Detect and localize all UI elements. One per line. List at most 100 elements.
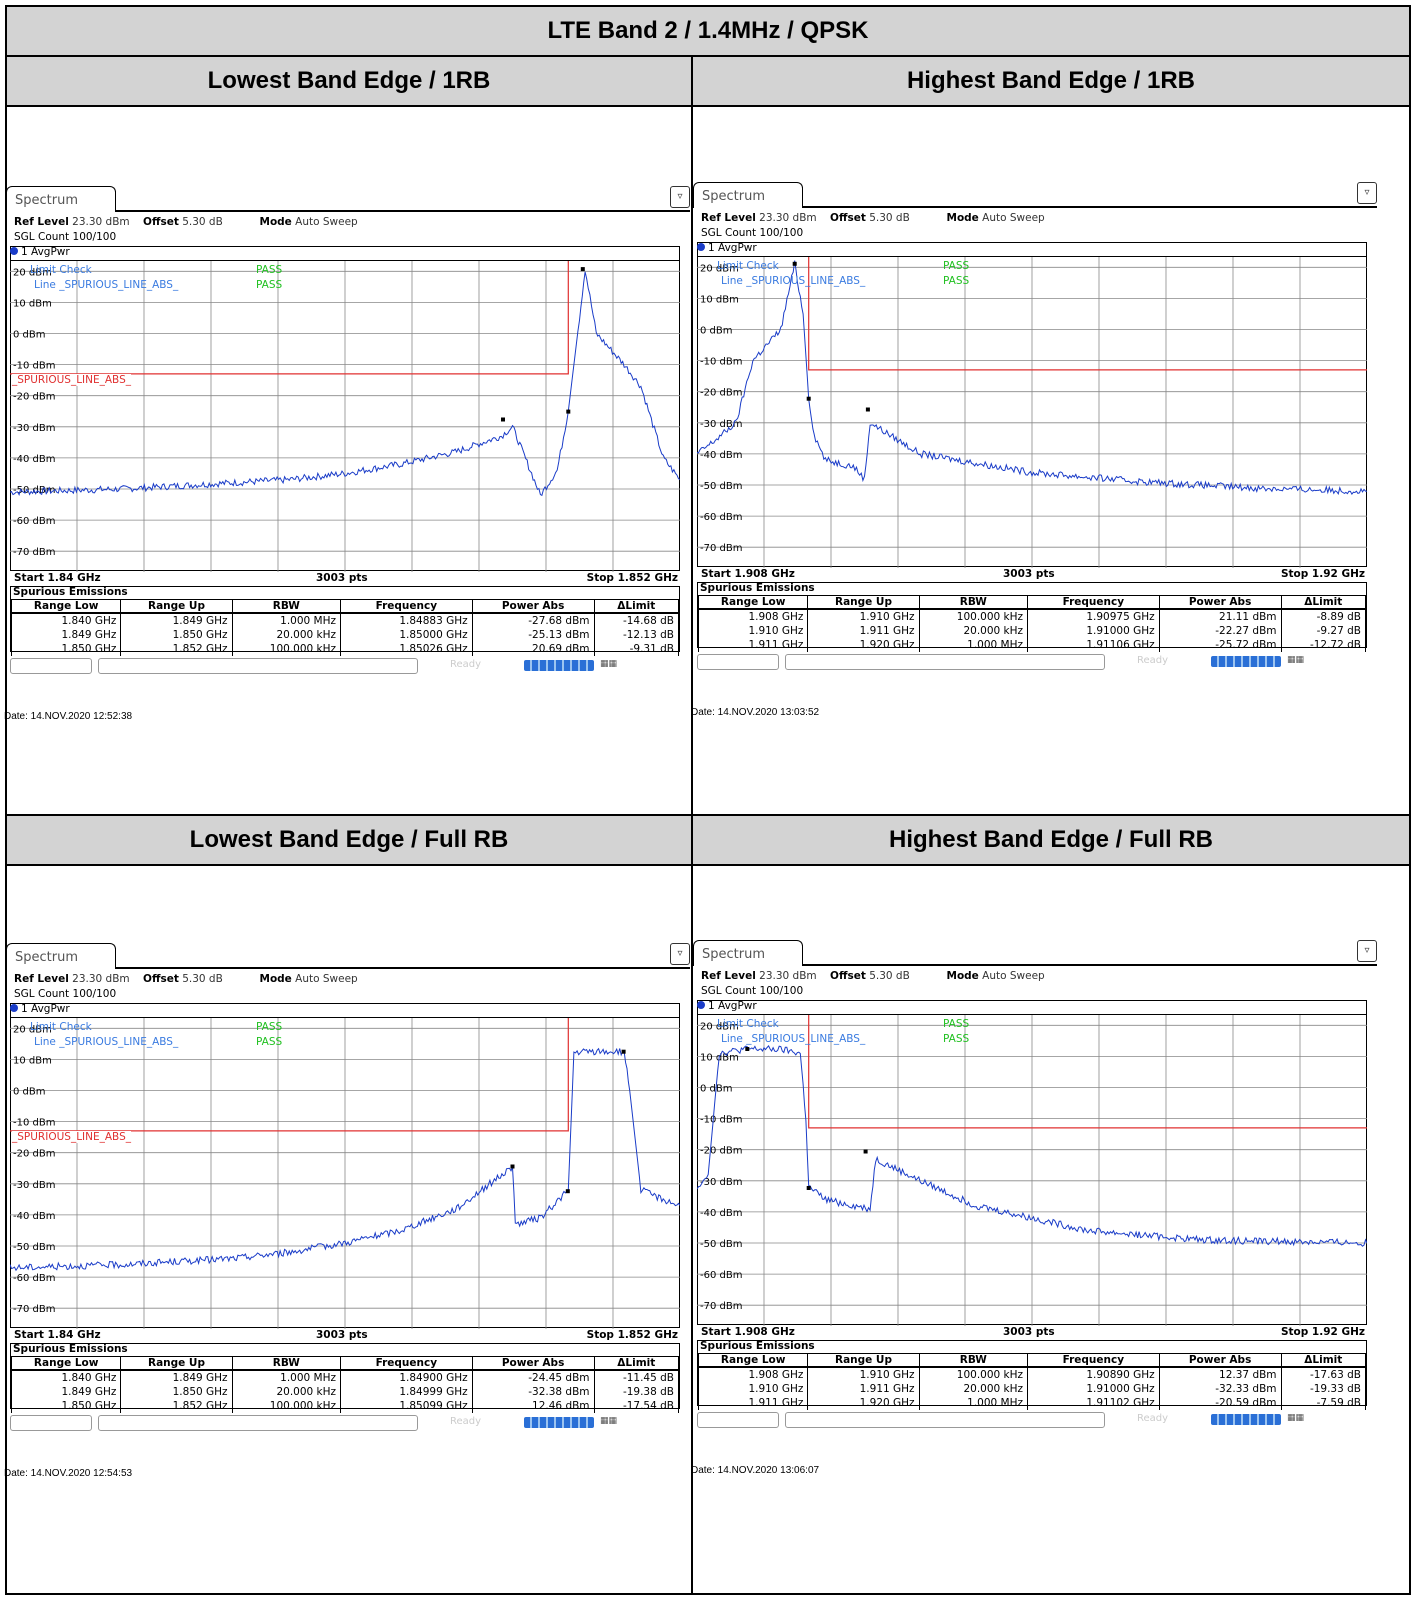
table-cell: 100.000 kHz xyxy=(231,642,342,656)
status-bar: Ready ▦▦ xyxy=(10,1413,680,1433)
status-bar: Ready ▦▦ xyxy=(10,656,680,676)
status-field-2[interactable] xyxy=(98,1415,418,1431)
trace-line xyxy=(697,260,1367,495)
peak-marker xyxy=(501,417,505,422)
instrument-icon: ▦▦ xyxy=(600,1416,618,1426)
tab-spectrum[interactable]: Spectrum xyxy=(6,186,116,212)
table-cell: 1.908 GHz xyxy=(697,609,809,624)
tab-spectrum[interactable]: Spectrum xyxy=(6,943,116,969)
menu-icon[interactable]: ▿ xyxy=(1357,182,1377,204)
limit-check-label: Limit Check xyxy=(717,260,779,272)
table-cell: 1.850 GHz xyxy=(10,1399,122,1413)
table-cell: 20.000 kHz xyxy=(231,1385,342,1399)
line-check-row: Line _SPURIOUS_LINE_ABS_ PASS xyxy=(34,1036,282,1048)
table-cell: 1.91000 GHz xyxy=(1027,624,1160,638)
table-cell: 1.852 GHz xyxy=(120,642,233,656)
column-header: Range Low xyxy=(697,595,809,610)
timestamp: Date: 14.NOV.2020 13:06:07 xyxy=(691,1465,820,1476)
tab-spectrum[interactable]: Spectrum xyxy=(693,182,803,208)
line-check-label: Line _SPURIOUS_LINE_ABS_ xyxy=(721,275,866,287)
sweep-points: 3003 pts xyxy=(316,572,368,584)
y-tick-label: -50 dBm xyxy=(13,1242,55,1253)
status-field-2[interactable] xyxy=(785,654,1105,670)
column-header: ΔLimit xyxy=(593,599,680,614)
table-row: 1.910 GHz 1.911 GHz 20.000 kHz 1.91000 GHz -… xyxy=(697,624,1367,638)
table-cell: -9.27 dB xyxy=(1280,624,1367,638)
page-title: LTE Band 2 / 1.4MHz / QPSK xyxy=(7,7,1409,57)
x-axis-row: Start 1.908 GHz 3003 pts Stop 1.92 GHz xyxy=(697,1325,1367,1341)
table-cell: 1.908 GHz xyxy=(697,1367,809,1382)
status-field-2[interactable] xyxy=(785,1412,1105,1428)
status-field-1[interactable] xyxy=(697,1412,779,1428)
column-header: Range Low xyxy=(10,1356,122,1371)
mode-value: Auto Sweep xyxy=(982,212,1045,224)
table-row: 1.910 GHz 1.911 GHz 20.000 kHz 1.91000 GHz -… xyxy=(697,1382,1367,1396)
column-header: Range Low xyxy=(697,1353,809,1368)
mode-label: Mode xyxy=(946,212,979,224)
ref-level-label: Ref Level xyxy=(701,970,756,982)
table-cell: 1.85099 GHz xyxy=(340,1399,473,1413)
panel-heading-3: Highest Band Edge / Full RB xyxy=(693,816,1409,866)
y-tick-label: -10 dBm xyxy=(13,361,55,372)
limit-check-result: PASS xyxy=(256,264,283,276)
y-tick-label: -20 dBm xyxy=(700,1146,742,1157)
menu-icon[interactable]: ▿ xyxy=(670,943,690,965)
y-tick-label: -70 dBm xyxy=(13,1304,55,1315)
frame-line xyxy=(116,210,690,212)
trace-dot-icon xyxy=(10,247,18,255)
table-row: 1.911 GHz 1.920 GHz 1.000 MHz 1.91106 GHz -2… xyxy=(697,638,1367,652)
emissions-title: Spurious Emissions xyxy=(700,1340,815,1352)
menu-icon[interactable]: ▿ xyxy=(1357,940,1377,962)
y-tick-label: -20 dBm xyxy=(13,1149,55,1160)
table-cell: -25.13 dBm xyxy=(471,628,595,642)
table-cell: 1.911 GHz xyxy=(697,638,809,652)
table-cell: 21.11 dBm xyxy=(1158,609,1282,624)
table-cell: 1.910 GHz xyxy=(697,1382,809,1396)
table-cell: 1.911 GHz xyxy=(807,1382,920,1396)
column-header: ΔLimit xyxy=(1280,1353,1367,1368)
spurious-emissions-table: Spurious Emissions Range Low Range Up RBW Fr… xyxy=(697,1340,1367,1410)
status-field-1[interactable] xyxy=(10,1415,92,1431)
ref-level-row: Ref Level 23.30 dBm Offset 5.30 dB Mode … xyxy=(701,970,1045,982)
status-field-1[interactable] xyxy=(10,658,92,674)
frame-line xyxy=(803,206,1377,208)
y-tick-label: -70 dBm xyxy=(13,547,55,558)
table-cell: -22.27 dBm xyxy=(1158,624,1282,638)
limit-line xyxy=(10,1018,569,1132)
menu-icon[interactable]: ▿ xyxy=(670,186,690,208)
status-field-2[interactable] xyxy=(98,658,418,674)
column-header: Frequency xyxy=(340,599,473,614)
spectrum-chart: 20 dBm 10 dBm 0 dBm -10 dBm -20 dBm -30 dBm -4… xyxy=(10,261,680,572)
tab-spectrum[interactable]: Spectrum xyxy=(693,940,803,966)
spurious-emissions-table: Spurious Emissions Range Low Range Up RBW Fr… xyxy=(697,582,1367,652)
start-freq: Start 1.84 GHz xyxy=(14,572,101,584)
column-header: Range Up xyxy=(807,1353,920,1368)
y-tick-label: -40 dBm xyxy=(13,1211,55,1222)
trace-dot-icon xyxy=(697,1001,705,1009)
table-cell: -17.54 dB xyxy=(593,1399,680,1413)
y-tick-label: 0 dBm xyxy=(13,330,46,341)
table-cell: 1.910 GHz xyxy=(697,624,809,638)
limit-check-label: Limit Check xyxy=(717,1018,779,1030)
y-tick-label: -50 dBm xyxy=(700,1239,742,1250)
limit-check-label: Limit Check xyxy=(30,1021,92,1033)
status-field-1[interactable] xyxy=(697,654,779,670)
table-cell: 100.000 kHz xyxy=(231,1399,342,1413)
ready-status: Ready xyxy=(450,659,482,670)
peak-marker xyxy=(806,1186,811,1190)
ref-level-label: Ref Level xyxy=(14,216,69,228)
offset-label: Offset xyxy=(830,970,866,982)
status-bar: Ready ▦▦ xyxy=(697,1410,1367,1430)
limit-check-row: Limit Check PASS xyxy=(30,1021,282,1033)
table-cell: -9.31 dB xyxy=(593,642,680,656)
table-row: 1.849 GHz 1.850 GHz 20.000 kHz 1.85000 GHz -… xyxy=(10,628,680,642)
trace-label: 1 AvgPwr xyxy=(10,1003,70,1015)
peak-marker xyxy=(863,1149,868,1154)
y-tick-label: -60 dBm xyxy=(13,1273,55,1284)
table-cell: -19.33 dB xyxy=(1280,1382,1367,1396)
ref-level-row: Ref Level 23.30 dBm Offset 5.30 dB Mode … xyxy=(701,212,1045,224)
emissions-grid: Range Low Range Up RBW Frequency Power Abs ΔL… xyxy=(10,1356,680,1413)
table-cell: 20.000 kHz xyxy=(918,624,1029,638)
y-tick-label: -60 dBm xyxy=(13,516,55,527)
instrument-icon: ▦▦ xyxy=(600,659,618,669)
